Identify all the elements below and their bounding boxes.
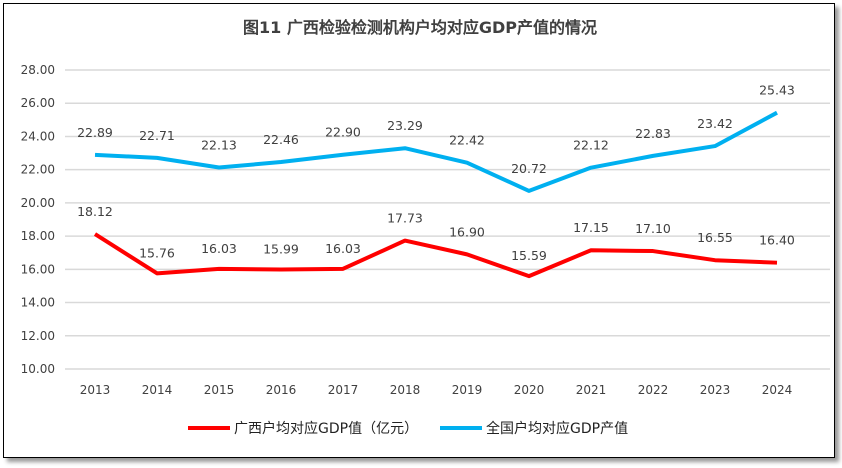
data-label: 15.76	[139, 245, 175, 260]
x-tick-label: 2021	[576, 383, 607, 397]
x-tick-label: 2024	[762, 383, 793, 397]
data-label: 22.71	[139, 128, 175, 143]
data-label: 25.43	[759, 83, 795, 98]
y-tick-label: 16.00	[21, 262, 55, 276]
data-label: 23.29	[387, 118, 423, 133]
data-label: 16.03	[201, 241, 237, 256]
data-label: 22.12	[573, 138, 609, 153]
x-tick-label: 2016	[266, 383, 297, 397]
y-tick-label: 26.00	[21, 96, 55, 110]
x-tick-label: 2019	[452, 383, 483, 397]
legend-label: 全国户均对应GDP产值	[486, 420, 628, 437]
y-tick-label: 10.00	[21, 362, 55, 376]
data-label: 23.42	[697, 116, 733, 131]
data-label: 22.90	[325, 125, 361, 140]
data-label: 16.55	[697, 230, 733, 245]
chart-frame	[3, 3, 835, 458]
y-tick-label: 18.00	[21, 229, 55, 243]
data-label: 22.42	[449, 133, 485, 148]
x-tick-label: 2017	[328, 383, 359, 397]
data-label: 16.03	[325, 241, 361, 256]
data-label: 22.13	[201, 138, 237, 153]
data-label: 15.99	[263, 241, 299, 256]
y-tick-label: 22.00	[21, 163, 55, 177]
data-label: 20.72	[511, 161, 547, 176]
data-label: 22.83	[635, 126, 671, 141]
data-label: 17.15	[573, 220, 609, 235]
data-label: 17.73	[387, 211, 423, 226]
data-label: 16.40	[759, 233, 795, 248]
x-tick-label: 2013	[80, 383, 111, 397]
x-tick-label: 2018	[390, 383, 421, 397]
series-line-1	[94, 110, 778, 193]
data-label: 17.10	[635, 221, 671, 236]
data-label: 18.12	[77, 204, 113, 219]
y-tick-label: 14.00	[21, 296, 55, 310]
x-tick-label: 2020	[514, 383, 545, 397]
x-tick-label: 2022	[638, 383, 669, 397]
x-tick-label: 2023	[700, 383, 731, 397]
data-label: 22.89	[77, 125, 113, 140]
y-tick-label: 12.00	[21, 329, 55, 343]
x-tick-label: 2015	[204, 383, 235, 397]
series-line-0	[93, 232, 778, 279]
data-label: 16.90	[449, 224, 485, 239]
legend-label: 广西户均对应GDP值（亿元）	[234, 420, 418, 437]
y-tick-label: 28.00	[21, 63, 55, 77]
data-label: 15.59	[511, 248, 547, 263]
data-label: 22.46	[263, 132, 299, 147]
y-tick-label: 24.00	[21, 129, 55, 143]
x-tick-label: 2014	[142, 383, 173, 397]
chart-title: 图11 广西检验检测机构户均对应GDP产值的情况	[243, 18, 597, 37]
y-tick-label: 20.00	[21, 196, 55, 210]
